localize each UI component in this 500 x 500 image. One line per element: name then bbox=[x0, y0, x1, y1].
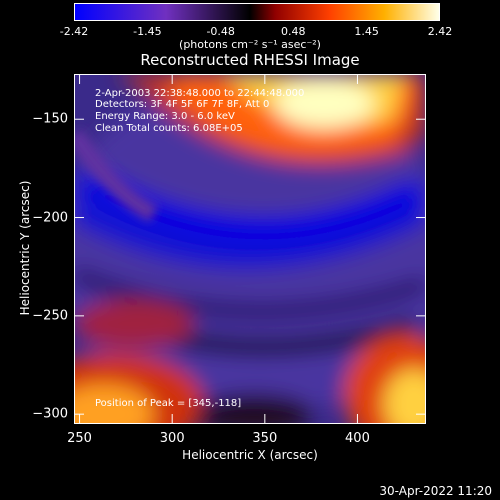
annotation-clean: Clean Total counts: 6.08E+05 bbox=[95, 123, 243, 134]
y-tick-label: −300 bbox=[32, 406, 68, 422]
footer-timestamp: 30-Apr-2022 11:20 bbox=[379, 484, 492, 498]
colorbar-tick-label: 0.48 bbox=[281, 25, 306, 38]
colorbar-tick-label: -0.48 bbox=[206, 25, 235, 38]
heatmap-plot bbox=[74, 74, 426, 424]
colorbar-tick-label: -2.42 bbox=[59, 25, 89, 38]
annotation-time: 2-Apr-2003 22:38:48.000 to 22:44:48.000 bbox=[95, 88, 305, 99]
chart-title: Reconstructed RHESSI Image bbox=[140, 51, 360, 69]
colorbar bbox=[74, 3, 440, 21]
x-axis-label: Heliocentric X (arcsec) bbox=[182, 448, 318, 462]
colorbar-tick-label: 2.42 bbox=[427, 25, 453, 38]
x-tick-label: 350 bbox=[252, 431, 278, 446]
x-tick-label: 250 bbox=[67, 431, 92, 446]
colorbar-tick-label: 1.45 bbox=[354, 25, 379, 38]
y-tick-label: −200 bbox=[32, 210, 68, 226]
x-tick-label: 400 bbox=[345, 431, 370, 446]
y-tick-label: −150 bbox=[32, 111, 68, 127]
annotation-peak: Position of Peak = [345,-118] bbox=[95, 398, 242, 409]
annotation-energy: Energy Range: 3.0 - 6.0 keV bbox=[95, 111, 235, 122]
colorbar-units: (photons cm⁻² s⁻¹ asec⁻²) bbox=[179, 38, 321, 51]
annotation-detectors: Detectors: 3F 4F 5F 6F 7F 8F, Att 0 bbox=[95, 99, 270, 110]
x-tick-label: 300 bbox=[159, 431, 185, 446]
y-tick-label: −250 bbox=[32, 308, 68, 324]
colorbar-tick-label: -1.45 bbox=[133, 25, 162, 38]
y-axis-label: Heliocentric Y (arcsec) bbox=[18, 180, 32, 316]
